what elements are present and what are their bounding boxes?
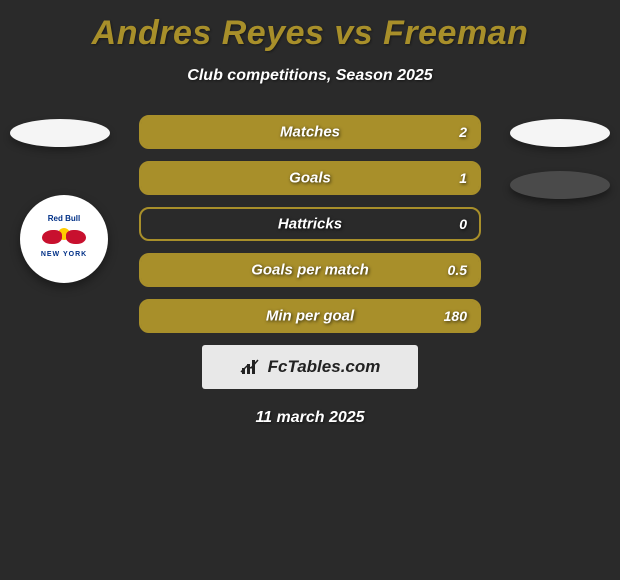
bar-chart-icon <box>240 358 262 376</box>
comparison-stage: Red Bull NEW YORK Matches2 Goals1 Hattrick… <box>0 115 620 427</box>
stat-label: Hattricks <box>141 216 479 233</box>
stat-fill-right <box>141 163 479 193</box>
player-right-avatar-placeholder-1 <box>510 119 610 147</box>
stat-value-right: 2 <box>459 124 467 140</box>
stat-fill-right <box>141 117 479 147</box>
date-text: 11 march 2025 <box>0 409 620 427</box>
player-right-avatar-placeholder-2 <box>510 171 610 199</box>
stat-row: Matches2 <box>139 115 481 149</box>
player-left-club-badge: Red Bull NEW YORK <box>20 195 108 283</box>
badge-text-bottom: NEW YORK <box>41 251 87 258</box>
stat-row: Goals per match0.5 <box>139 253 481 287</box>
stat-rows: Matches2 Goals1 Hattricks0 Goals per match0… <box>139 115 481 333</box>
badge-bull-icon <box>40 224 88 250</box>
stat-value-right: 1 <box>459 170 467 186</box>
stat-row: Goals1 <box>139 161 481 195</box>
stat-fill-right <box>141 255 479 285</box>
stat-fill-right <box>141 301 479 331</box>
page-title: Andres Reyes vs Freeman <box>0 0 620 53</box>
stat-row: Hattricks0 <box>139 207 481 241</box>
stat-value-right: 0 <box>459 216 467 232</box>
stat-value-right: 0.5 <box>448 262 467 278</box>
stat-value-right: 180 <box>444 308 467 324</box>
watermark: FcTables.com <box>202 345 418 389</box>
stat-row: Min per goal180 <box>139 299 481 333</box>
watermark-text: FcTables.com <box>268 357 381 377</box>
player-left-avatar-placeholder <box>10 119 110 147</box>
badge-text-top: Red Bull <box>48 214 80 223</box>
subtitle: Club competitions, Season 2025 <box>0 67 620 85</box>
